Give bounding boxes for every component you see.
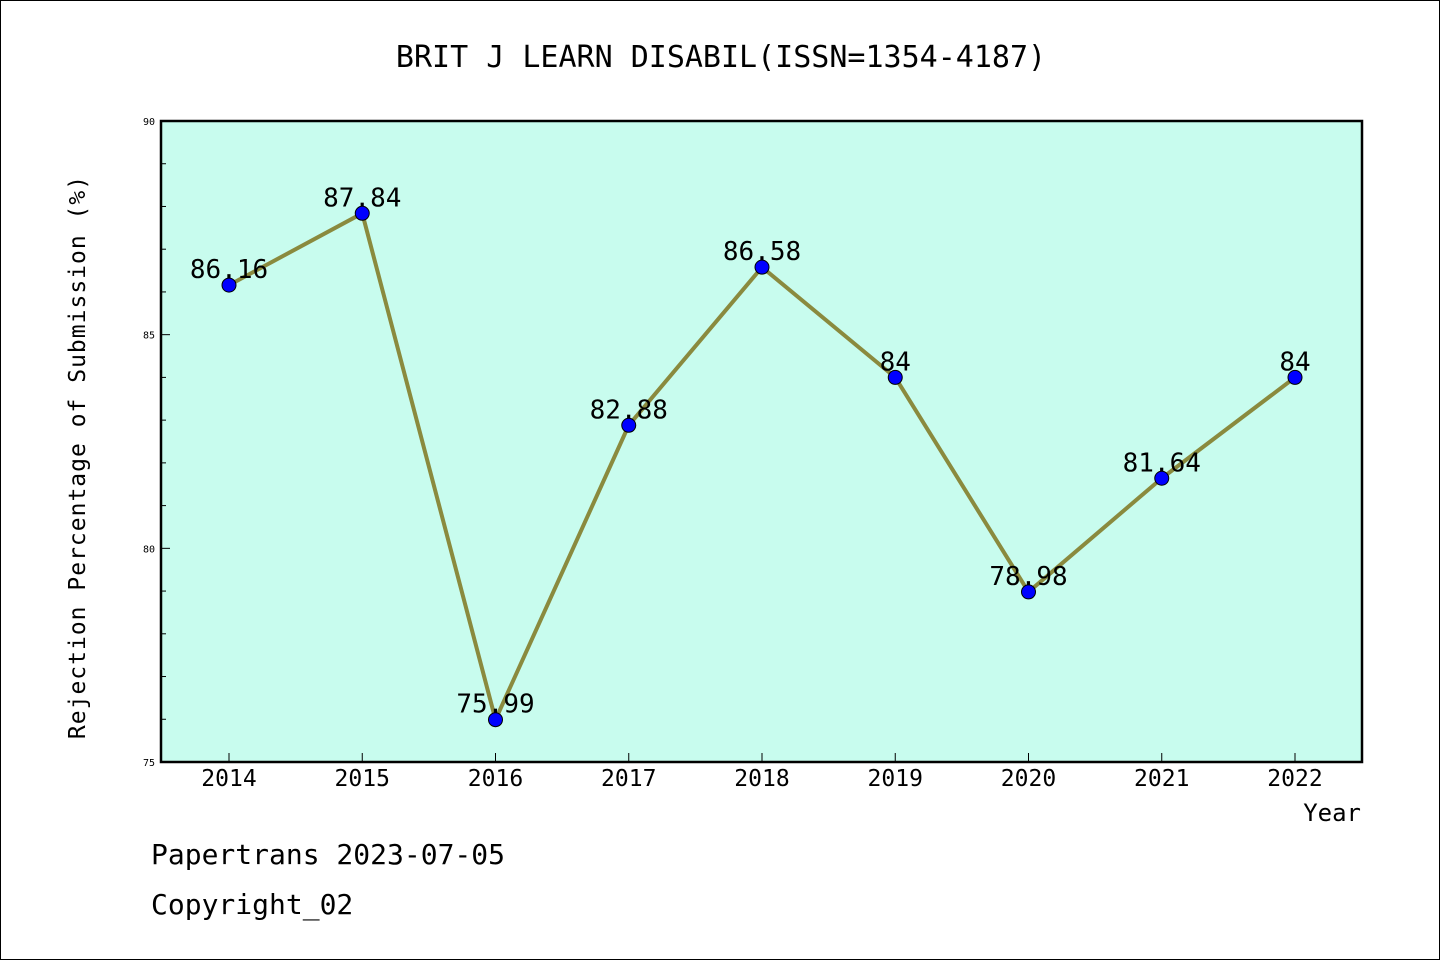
x-tick-label: 2021 <box>1134 766 1189 792</box>
data-label: 81.64 <box>1123 448 1201 478</box>
data-point <box>754 259 770 275</box>
x-tick-label: 2016 <box>468 766 523 792</box>
x-tick-label: 2018 <box>734 766 789 792</box>
data-label: 78.98 <box>989 562 1067 592</box>
footer-source: Papertrans 2023-07-05 <box>151 838 505 871</box>
data-label: 87.84 <box>323 183 401 213</box>
x-tick-label: 2014 <box>201 766 256 792</box>
x-tick-label: 2017 <box>601 766 656 792</box>
data-label: 86.58 <box>723 237 801 267</box>
data-point <box>621 417 637 433</box>
data-label-group: 86.16 87.84 75.99 82.88 86.58 84 78.98 81.64 84 <box>190 183 1311 719</box>
x-tick-label: 2020 <box>1001 766 1056 792</box>
data-point <box>488 712 503 728</box>
x-axis-ticks: 2014 2015 2016 2017 2018 2019 2020 2021 2022 <box>201 753 1323 792</box>
x-tick-label: 2022 <box>1267 766 1322 792</box>
x-tick-label: 2019 <box>868 766 923 792</box>
y-axis-label: Rejection Percentage of Submission (%) <box>65 175 91 739</box>
y-tick-label: 75 <box>143 758 155 769</box>
marker-group <box>221 205 1303 728</box>
footer-copyright: Copyright_02 <box>151 888 353 922</box>
y-tick-label: 90 <box>143 117 155 128</box>
y-axis-ticks: 75 80 85 90 <box>143 117 170 769</box>
data-label: 75.99 <box>456 690 534 720</box>
data-point <box>1287 369 1303 385</box>
data-point <box>1021 584 1036 600</box>
data-label: 84 <box>880 347 911 377</box>
data-point <box>887 369 903 385</box>
x-axis-label: Year <box>1303 799 1361 827</box>
data-label: 86.16 <box>190 255 268 285</box>
x-tick-label: 2015 <box>335 766 390 792</box>
data-point <box>221 277 237 293</box>
data-label: 82.88 <box>590 395 668 425</box>
data-point <box>1154 470 1170 486</box>
data-point <box>354 205 370 221</box>
chart-title: BRIT J LEARN DISABIL(ISSN=1354-4187) <box>396 40 1046 75</box>
y-tick-label: 80 <box>143 544 155 555</box>
plot-area <box>159 119 1364 764</box>
data-label: 84 <box>1279 347 1310 377</box>
y-tick-label: 85 <box>143 331 155 342</box>
